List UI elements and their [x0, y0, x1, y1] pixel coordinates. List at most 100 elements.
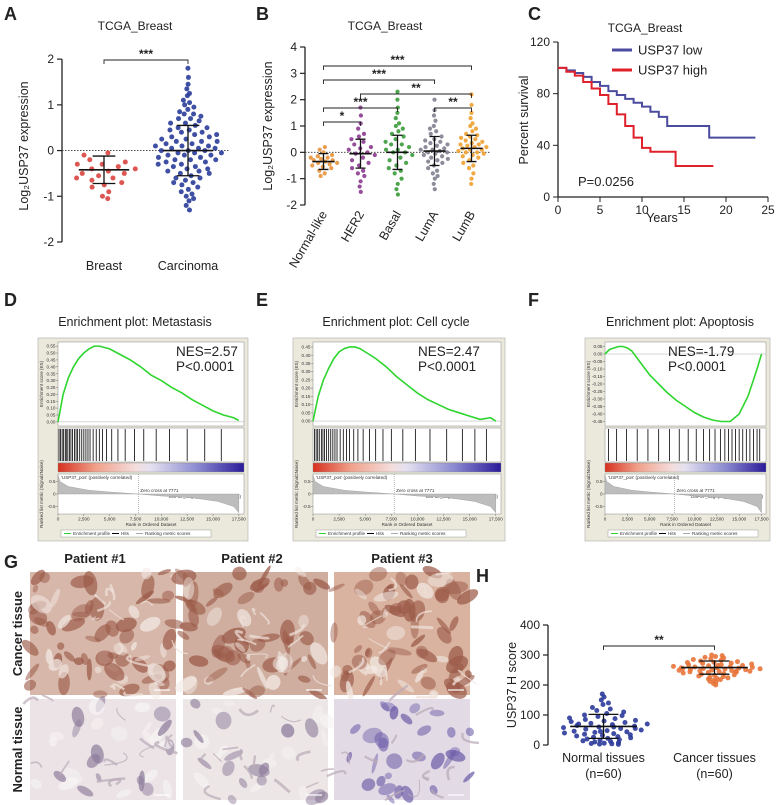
- data-point: [182, 120, 188, 126]
- data-point: [632, 726, 638, 731]
- data-point: [594, 708, 600, 713]
- nes-label: NES=2.57: [176, 344, 238, 359]
- data-point: [632, 717, 638, 723]
- tissue-fiber: [109, 584, 116, 601]
- metric-y-label: Ranked list metric (Signal2Noise): [39, 460, 44, 528]
- panel-letter: B: [256, 4, 269, 24]
- data-point: [432, 97, 437, 102]
- y-axis-label: Log₂USP37 expression: [261, 61, 275, 190]
- tissue-texture: [222, 760, 235, 777]
- data-point: [335, 160, 340, 165]
- data-point: [168, 120, 174, 126]
- x-tick-label: 2,500: [333, 517, 345, 522]
- data-point: [96, 173, 102, 179]
- y-tick-label: -0.30: [592, 397, 603, 402]
- x-tick-label: Normal tissues: [562, 751, 645, 765]
- tissue-fiber: [407, 779, 421, 798]
- tissue-fiber: [104, 752, 128, 766]
- data-point: [395, 181, 400, 187]
- significance-label: ***: [372, 67, 386, 81]
- tissue-fiber: [245, 654, 251, 661]
- data-point: [615, 741, 621, 747]
- y-tick-label: 1: [47, 98, 54, 112]
- tissue-fiber: [238, 708, 259, 717]
- tissue-texture: [215, 711, 232, 730]
- row-header: Cancer tissue: [10, 591, 25, 676]
- tissue-texture: [384, 604, 406, 618]
- data-point: [190, 180, 196, 186]
- data-point: [163, 141, 169, 147]
- y-tick-label: 0.45: [47, 358, 56, 363]
- x-tick-label: 10,000: [154, 517, 168, 522]
- data-point: [177, 170, 183, 176]
- tissue-texture: [415, 670, 424, 683]
- data-point: [393, 137, 398, 142]
- sd-whisker: [588, 713, 619, 740]
- x-axis-label: Rank in Ordered Dataset: [660, 522, 712, 527]
- data-point: [358, 179, 363, 184]
- data-point: [702, 654, 708, 660]
- tissue-texture: [410, 634, 426, 647]
- y-tick-label: 0.25: [302, 377, 311, 382]
- data-point: [205, 166, 211, 172]
- y-axis-label: Enrichment score (ES): [39, 360, 44, 407]
- tissue-texture: [63, 651, 76, 662]
- data-point: [89, 184, 95, 190]
- data-point: [588, 720, 594, 726]
- tissue-texture: [378, 737, 389, 752]
- tissue-texture: [238, 778, 248, 789]
- data-point: [165, 152, 171, 158]
- tissue-texture: [449, 616, 459, 631]
- tissue-texture: [128, 605, 140, 619]
- data-point: [463, 138, 468, 143]
- data-point: [725, 675, 731, 681]
- sd-whisker: [392, 134, 403, 171]
- data-point: [401, 134, 406, 139]
- tissue-texture: [359, 610, 376, 629]
- chart-title: TCGA_Breast: [608, 21, 683, 35]
- data-point: [185, 186, 191, 192]
- data-point: [206, 170, 212, 176]
- data-point: [202, 159, 208, 165]
- survival-curve: [558, 66, 714, 167]
- tissue-texture: [50, 588, 61, 608]
- survival-curve: [558, 66, 756, 139]
- data-point: [105, 150, 111, 156]
- data-point: [757, 666, 763, 672]
- data-point: [170, 164, 176, 170]
- tissue-texture: [211, 634, 226, 658]
- x-tick-label: 12,500: [437, 517, 451, 522]
- p-label: P<0.0001: [176, 359, 234, 374]
- tissue-texture: [49, 731, 64, 741]
- tissue-fiber: [203, 784, 221, 801]
- tissue-fiber: [234, 629, 244, 642]
- data-point: [433, 151, 438, 156]
- es-curve: [604, 345, 763, 423]
- data-point: [197, 154, 203, 160]
- chart-title: Enrichment plot: Metastasis: [58, 315, 212, 329]
- data-point: [329, 152, 335, 158]
- data-point: [358, 113, 364, 118]
- y-tick-label: 0.00: [302, 419, 311, 424]
- tissue-texture: [268, 752, 275, 760]
- data-point: [183, 193, 189, 199]
- data-point: [404, 160, 409, 165]
- data-point: [729, 668, 735, 674]
- tissue-fiber: [222, 746, 239, 751]
- tissue-texture: [278, 653, 293, 674]
- tissue-texture: [365, 647, 373, 658]
- x-tick-label: 2,500: [78, 517, 90, 522]
- data-point: [349, 137, 354, 142]
- x-tick-label: Breast: [86, 259, 123, 273]
- data-point: [595, 714, 601, 719]
- tissue-texture: [456, 589, 479, 605]
- data-point: [580, 738, 586, 744]
- tissue-fiber: [378, 641, 391, 654]
- data-point: [310, 163, 315, 168]
- tissue-fiber: [273, 778, 291, 794]
- tissue-texture: [303, 581, 317, 595]
- tissue-fiber: [240, 663, 256, 678]
- tissue-texture: [237, 591, 255, 605]
- tissue-texture: [193, 730, 204, 744]
- data-point: [395, 89, 400, 94]
